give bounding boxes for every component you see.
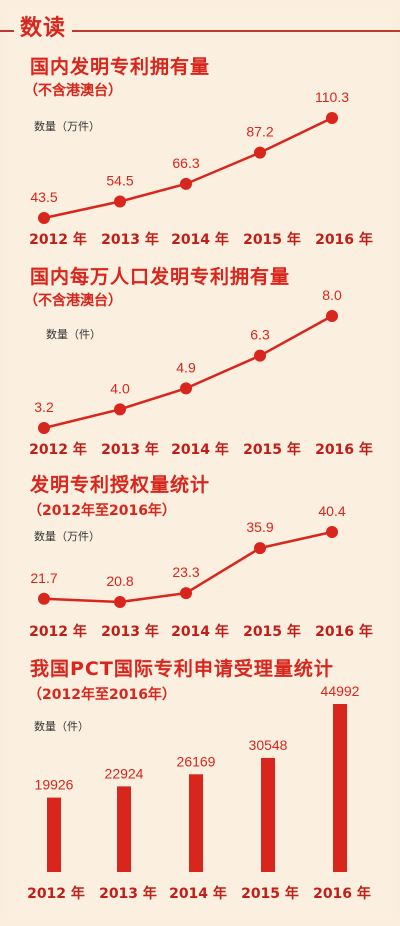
chart2-x-tick: 2013 年	[101, 441, 159, 458]
chart2-x-tick: 2012 年	[29, 441, 87, 458]
section-header: 数读	[14, 10, 73, 42]
chart4-x-tick: 2012 年	[27, 885, 85, 902]
infographic-frame	[6, 8, 394, 920]
chart4-ylabel: 数量（件）	[34, 720, 89, 733]
chart3-data-label: 35.9	[246, 519, 273, 535]
chart2-ylabel: 数量（件）	[46, 328, 101, 341]
chart4-data-label: 44992	[321, 683, 360, 699]
chart3-x-tick: 2013 年	[101, 623, 159, 640]
chart4-x-tick: 2015 年	[241, 885, 299, 902]
chart3-data-label: 21.7	[30, 570, 57, 586]
chart3-data-label: 20.8	[106, 573, 133, 589]
chart2-data-label: 4.9	[176, 359, 196, 375]
chart2-x-tick: 2016 年	[315, 441, 373, 458]
chart1-x-tick: 2015 年	[243, 231, 301, 248]
chart2-point	[180, 382, 192, 395]
chart1-subtitle: （不含港澳台）	[24, 83, 122, 99]
chart3-x-tick: 2016 年	[315, 623, 373, 640]
chart3-subtitle: （2012年至2016年）	[28, 503, 176, 519]
chart1-point	[38, 212, 50, 224]
chart4-data-label: 22924	[105, 765, 144, 781]
chart4-x-tick: 2016 年	[313, 885, 371, 902]
chart3-x-tick: 2015 年	[243, 623, 301, 640]
chart3-point	[326, 526, 338, 538]
chart4-bar	[333, 704, 347, 872]
chart4-bar	[117, 786, 131, 872]
chart4-bar	[261, 757, 275, 872]
chart2-svg: 3.2 2012 年 4.0 2013 年 4.9 2014 年 6.3 2015 年 8.0 2…	[29, 287, 373, 458]
chart1-data-label: 66.3	[172, 155, 199, 171]
chart3-ylabel: 数量（万件）	[34, 530, 100, 543]
chart1-x-tick: 2012 年	[29, 231, 87, 248]
chart3-point	[114, 596, 126, 608]
chart2-data-label: 4.0	[110, 380, 130, 396]
chart2-subtitle: （不含港澳台）	[24, 293, 122, 309]
chart3-point	[38, 592, 50, 605]
chart4-data-label: 30548	[249, 737, 288, 753]
chart4-data-label: 26169	[177, 753, 216, 769]
chart4-data-label: 19926	[35, 777, 74, 793]
chart3-point	[254, 542, 266, 555]
chart1-data-label: 87.2	[246, 124, 273, 140]
chart2-point	[254, 349, 266, 362]
chart1-point	[114, 195, 126, 208]
chart3-data-label: 23.3	[172, 564, 199, 580]
chart4-svg: 19926 2012 年 22924 2013 年 26169 2014 年 30548 20…	[27, 683, 371, 902]
chart2-x-tick: 2015 年	[243, 441, 301, 458]
chart1-title: 国内发明专利拥有量	[30, 56, 211, 78]
chart4-bar	[189, 774, 203, 872]
chart1-point	[254, 146, 266, 159]
chart1-x-tick: 2016 年	[315, 231, 373, 248]
chart2-data-label: 8.0	[322, 287, 342, 303]
chart3-title: 发明专利授权量统计	[30, 474, 211, 496]
chart1-svg: 43.5 2012 年 54.5 2013 年 66.3 2014 年 87.2 2015 年…	[29, 89, 373, 248]
chart4-bar	[47, 797, 61, 872]
chart1-data-label: 110.3	[315, 89, 349, 105]
chart4-title: 我国PCT国际专利申请受理量统计	[30, 658, 334, 680]
chart4-x-tick: 2014 年	[169, 885, 227, 902]
chart2-point	[114, 403, 126, 416]
chart1-x-tick: 2014 年	[171, 231, 229, 248]
header-rule	[0, 30, 400, 32]
chart1-ylabel: 数量（万件）	[34, 120, 100, 133]
chart3-x-tick: 2014 年	[171, 623, 229, 640]
chart4-subtitle: （2012年至2016年）	[28, 687, 176, 703]
chart2-point	[326, 310, 338, 322]
chart1-data-label: 54.5	[106, 173, 133, 189]
chart2-title: 国内每万人口发明专利拥有量	[30, 266, 291, 288]
chart4-x-tick: 2013 年	[99, 885, 157, 902]
chart3-x-tick: 2012 年	[29, 623, 87, 640]
chart3-point	[180, 587, 192, 600]
chart2-x-tick: 2014 年	[171, 441, 229, 458]
chart2-data-label: 3.2	[34, 399, 54, 415]
chart3-svg: 21.7 2012 年 20.8 2013 年 23.3 2014 年 35.9 2015 年…	[29, 503, 373, 640]
chart1-data-label: 43.5	[30, 189, 57, 205]
chart1-point	[326, 112, 338, 124]
chart2-point	[38, 422, 50, 434]
chart1-x-tick: 2013 年	[101, 231, 159, 248]
chart3-data-label: 40.4	[318, 503, 345, 519]
chart1-point	[180, 177, 192, 190]
chart2-data-label: 6.3	[250, 327, 270, 343]
